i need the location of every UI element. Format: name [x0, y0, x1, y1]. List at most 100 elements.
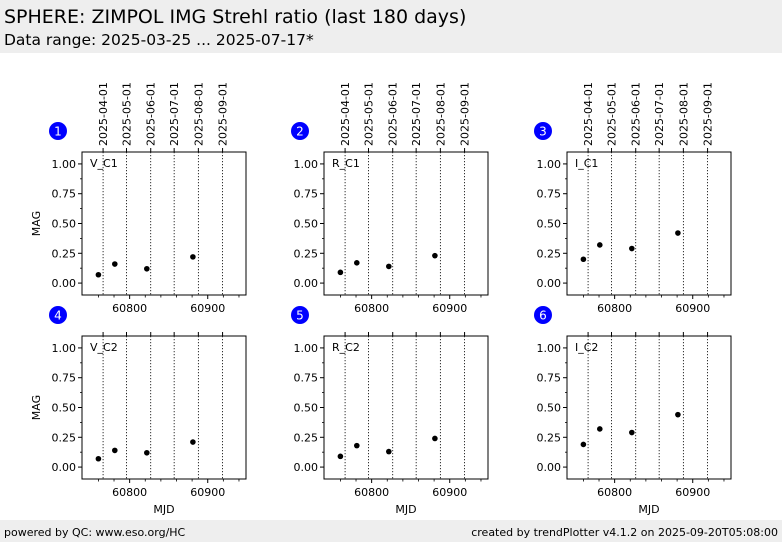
x-tick-label: 60900	[190, 486, 225, 499]
x-tick-label: 60900	[432, 486, 467, 499]
y-tick-label: 0.50	[537, 402, 562, 415]
panel-1: 1.00 0.75 0.50 0.25 0.00 60800 60900 2025-04-01…	[30, 82, 247, 315]
panel-number-badge: 3	[534, 122, 552, 140]
axes-frame	[566, 151, 732, 296]
badge-circle	[291, 306, 309, 324]
data-point	[95, 455, 102, 462]
panel-number-badge: 6	[534, 306, 552, 324]
axes-frame	[81, 151, 247, 296]
y-tick-label: 0.75	[52, 372, 77, 385]
y-tick-label: 0.00	[52, 461, 77, 474]
badge-number: 5	[296, 309, 304, 323]
badge-circle	[49, 306, 67, 324]
data-point	[354, 442, 360, 449]
data-point	[597, 242, 603, 248]
top-date-label: 2025-09-01	[459, 82, 472, 146]
y-tick-label: 0.50	[52, 218, 77, 231]
top-date-label: 2025-05-01	[606, 82, 619, 146]
y-tick-label: 0.75	[294, 372, 319, 385]
x-tick-label: 60800	[112, 302, 147, 315]
panel-number-badge: 2	[291, 122, 309, 140]
axes-frame	[566, 335, 732, 480]
top-date-label: 2025-07-01	[653, 82, 666, 146]
x-axis-label: MJD	[638, 503, 659, 516]
top-date-label: 2025-05-01	[121, 82, 134, 146]
top-date-label: 2025-04-01	[582, 82, 595, 146]
top-date-label: 2025-09-01	[702, 82, 715, 146]
data-point	[597, 426, 603, 432]
panel-3: 1.00 0.75 0.50 0.25 0.00 60800 60900 2025-04-01…	[534, 82, 732, 315]
y-tick-label: 0.75	[52, 188, 77, 201]
axes-frame	[81, 335, 247, 480]
panel-number-badge: 5	[291, 306, 309, 324]
x-tick-label: 60900	[432, 302, 467, 315]
footer-created: created by trendPlotter v4.1.2 on 2025-0…	[471, 526, 778, 539]
badge-number: 3	[539, 125, 547, 139]
top-date-label: 2025-08-01	[434, 82, 447, 146]
top-date-label: 2025-06-01	[387, 82, 400, 146]
data-point	[432, 252, 438, 259]
x-tick-label: 60900	[675, 486, 710, 499]
top-date-label: 2025-07-01	[168, 82, 181, 146]
y-tick-label: 0.50	[537, 218, 562, 231]
panel-label: V_C1	[90, 157, 118, 170]
data-point	[629, 245, 635, 252]
top-date-label: 2025-07-01	[410, 82, 423, 146]
y-tick-label: 0.25	[537, 431, 562, 444]
panel-5: 1.00 0.75 0.50 0.25 0.00 60800 60900 R_C2 MJD 5	[291, 306, 489, 516]
badge-number: 1	[54, 125, 62, 139]
panel-6: 1.00 0.75 0.50 0.25 0.00 60800 60900 I_C2 MJD 6	[534, 306, 732, 516]
badge-circle	[534, 122, 552, 140]
data-point	[675, 230, 681, 236]
data-point	[675, 411, 681, 418]
x-tick-label: 60800	[354, 302, 389, 315]
panel-label: I_C2	[575, 341, 598, 354]
data-point	[144, 265, 150, 272]
y-tick-label: 1.00	[294, 342, 319, 355]
top-date-label: 2025-04-01	[97, 82, 110, 146]
top-date-label: 2025-09-01	[217, 82, 230, 146]
y-tick-label: 0.25	[294, 431, 319, 444]
y-tick-label: 0.75	[294, 188, 319, 201]
y-tick-label: 1.00	[537, 342, 562, 355]
badge-circle	[291, 122, 309, 140]
data-point	[386, 263, 392, 270]
panel-label: R_C1	[332, 157, 360, 170]
y-tick-label: 0.75	[537, 372, 562, 385]
y-tick-label: 0.25	[52, 247, 77, 260]
y-tick-label: 1.00	[52, 342, 77, 355]
y-tick-label: 1.00	[294, 158, 319, 171]
y-tick-label: 0.00	[294, 277, 319, 290]
y-tick-label: 0.25	[52, 431, 77, 444]
panel-4: 1.00 0.75 0.50 0.25 0.00 60800 60900 V_C2 MAG MJD…	[30, 306, 247, 516]
data-point	[386, 448, 392, 455]
page-title: SPHERE: ZIMPOL IMG Strehl ratio (last 18…	[4, 6, 467, 28]
axes-frame	[323, 335, 489, 480]
x-tick-label: 60900	[190, 302, 225, 315]
data-point	[190, 439, 196, 445]
top-date-label: 2025-06-01	[145, 82, 158, 146]
badge-circle	[534, 306, 552, 324]
data-point	[580, 256, 587, 263]
data-point	[190, 254, 196, 260]
y-tick-label: 0.50	[294, 402, 319, 415]
y-tick-label: 0.50	[52, 402, 77, 415]
badge-number: 6	[539, 309, 547, 323]
x-tick-label: 60800	[597, 486, 632, 499]
data-point	[95, 271, 102, 278]
panel-label: I_C1	[575, 157, 598, 170]
x-tick-label: 60800	[597, 302, 632, 315]
y-tick-label: 0.50	[294, 218, 319, 231]
panel-label: V_C2	[90, 341, 118, 354]
x-tick-label: 60800	[354, 486, 389, 499]
x-axis-label: MJD	[153, 503, 174, 516]
x-axis-label: MJD	[395, 503, 416, 516]
data-point	[432, 435, 438, 442]
y-tick-label: 0.75	[537, 188, 562, 201]
x-tick-label: 60900	[675, 302, 710, 315]
y-tick-label: 1.00	[537, 158, 562, 171]
badge-circle	[49, 122, 67, 140]
data-point	[144, 449, 150, 456]
footer-bar: powered by QC: www.eso.org/HC created by…	[0, 520, 782, 542]
